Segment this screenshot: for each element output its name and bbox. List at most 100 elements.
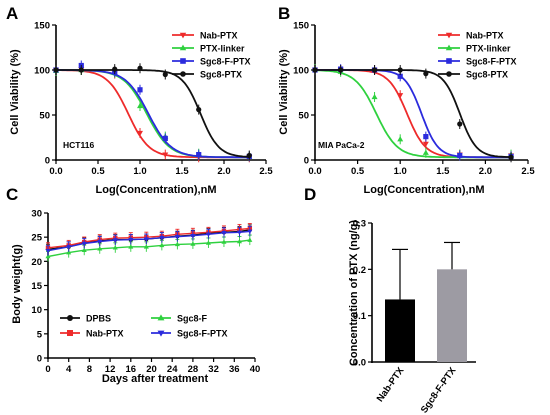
panel-d-y-tick-label: 0.2	[353, 265, 366, 276]
panel-c-point-sgc8-f	[236, 238, 243, 244]
panel-a-point-sgc8-f-ptx	[196, 152, 202, 158]
panel-c-point-sgc8-f	[128, 244, 134, 249]
panel-b-point-sgc8-ptx	[338, 67, 344, 73]
panel-b-x-tick-label: 2.0	[479, 166, 492, 177]
panel-a-point-sgc8-ptx	[53, 67, 59, 73]
panel-b-legend-marker-sgc8-f-ptx	[446, 58, 452, 64]
panel-a-legend-marker-nab-ptx	[179, 32, 187, 39]
panel-a-legend-marker-ptx-linker	[179, 44, 187, 51]
panel-b-point-sgc8-ptx	[397, 67, 403, 73]
panel-b-legend-marker-sgc8-ptx	[446, 71, 452, 77]
panel-b-x-tick-label: 1.0	[394, 166, 407, 177]
panel-c-point-sgc8-f-ptx	[112, 238, 118, 243]
panel-c-point-sgc8-f-ptx	[221, 231, 227, 236]
panel-a-point-sgc8-f-ptx	[162, 135, 168, 141]
panel-a-legend-label-sgc8-ptx: Sgc8-PTX	[200, 69, 242, 79]
panel-c-point-sgc8-f	[247, 237, 253, 242]
panel-c-point-sgc8-f	[81, 247, 87, 252]
panel-c-point-sgc8-f	[221, 239, 227, 244]
panel-b-point-sgc8-f-ptx	[457, 152, 463, 159]
panel-a-point-sgc8-ptx	[246, 152, 252, 159]
panel-c-point-sgc8-f	[97, 246, 103, 251]
panel-letter-b: B	[278, 4, 290, 23]
panel-a-y-tick-label: 100	[34, 66, 50, 77]
panel-c-y-tick-label: 5	[37, 329, 43, 340]
panel-c-y-tick-label: 15	[31, 281, 42, 292]
panel-a-point-sgc8-ptx	[162, 71, 168, 78]
panel-a-x-tick-label: 2.0	[217, 166, 230, 177]
panel-c-point-sgc8-f-ptx	[159, 235, 165, 241]
panel-c-point-sgc8-f	[190, 241, 196, 246]
panel-d-category-label-sgc8-f-ptx: Sgc8-F-PTX	[419, 365, 459, 415]
panel-c-x-tick-label: 0	[45, 364, 50, 375]
panel-c-x-tick-label: 24	[167, 364, 178, 375]
panel-letter-d: D	[304, 185, 316, 204]
panel-c-legend-label-dpbs: DPBS	[86, 314, 111, 324]
panel-c-y-tick-label: 25	[31, 233, 42, 244]
panel-c-x-tick-label: 12	[105, 364, 116, 375]
panel-c-plot: 0 4 8 12 16 20 24 28 32 36 40 0 5 10 15 20 25 30 DPBS Sgc8-…	[31, 209, 260, 376]
panel-b-x-tick-label: 0.5	[351, 166, 365, 177]
panel-a-legend-label-nab-ptx: Nab-PTX	[200, 30, 238, 40]
panel-c-x-tick-label: 28	[188, 364, 199, 375]
panel-b-y-tick-label: 150	[293, 21, 309, 32]
panel-b-legend-label-ptx-linker: PTX-linker	[466, 43, 511, 53]
panel-c-point-sgc8-f-ptx	[97, 239, 103, 245]
panel-c-point-sgc8-f	[205, 240, 211, 245]
panel-b-point-sgc8-f-ptx	[423, 134, 429, 140]
panel-c-point-sgc8-f-ptx	[81, 241, 87, 247]
panel-d-bar-sgc8-f-ptx	[437, 269, 467, 362]
panel-a-y-title: Cell Viability (%)	[9, 49, 21, 135]
panel-b-point-nab-ptx	[422, 141, 429, 147]
panel-a-fit-sgc8-ptx	[56, 69, 250, 158]
panel-a-y-tick-label: 50	[39, 111, 50, 122]
panel-a-x-tick-label: 0.0	[49, 166, 62, 177]
panel-a-plot: 0.0 0.5 1.0 1.5 2.0 2.5 0 50 100 150 Nab-PTX PTX-li…	[34, 21, 273, 178]
panel-b-point-ptx-linker	[422, 149, 429, 155]
panel-c-y-tick-label: 30	[31, 209, 42, 220]
panel-c-point-sgc8-f-ptx	[205, 232, 211, 237]
panel-b-point-sgc8-f-ptx	[397, 73, 403, 79]
panel-b-point-sgc8-ptx	[371, 67, 378, 73]
panel-a-x-tick-label: 1.5	[175, 166, 189, 177]
panel-a-x-tick-label: 1.0	[133, 166, 146, 177]
panel-letter-c: C	[6, 185, 18, 204]
panel-c-y-tick-label: 10	[31, 305, 42, 316]
panel-a-point-sgc8-ptx	[137, 65, 143, 71]
panel-c-point-sgc8-f-ptx	[190, 233, 196, 239]
panel-b-legend-marker-ptx-linker	[445, 44, 453, 51]
panel-c-point-sgc8-f	[159, 242, 165, 248]
panel-c-legend-label-sgc8-f: Sgc8-F	[177, 314, 208, 324]
panel-d-y-tick-label: 0.1	[353, 311, 367, 322]
panel-c-point-sgc8-f-ptx	[174, 234, 180, 240]
panel-a-point-nab-ptx	[137, 130, 143, 137]
panel-b-x-tick-label: 2.5	[521, 166, 535, 177]
panel-c-y-tick-label: 0	[37, 354, 42, 365]
panel-b-y-tick-label: 50	[298, 111, 309, 122]
panel-b-cell-line-label: MIA PaCa-2	[318, 140, 365, 150]
panel-a-legend-marker-sgc8-ptx	[180, 71, 186, 77]
panel-c-line-sgc8-f-ptx	[47, 230, 250, 252]
panel-a-cell-line-label: HCT116	[63, 140, 94, 150]
panel-a-legend-marker-sgc8-f-ptx	[180, 58, 186, 64]
panel-b-fit-sgc8-ptx	[315, 69, 511, 159]
panel-a-point-sgc8-ptx	[112, 66, 118, 72]
panel-a-legend-label-ptx-linker: PTX-linker	[200, 43, 245, 53]
panel-b-legend-label-sgc8-f-ptx: Sgc8-F-PTX	[466, 56, 517, 66]
panel-c-x-tick-label: 4	[66, 364, 72, 375]
panel-d-y-tick-label: 0.3	[353, 219, 366, 230]
panel-d-plot: 0.0 0.1 0.2 0.3 Nab-PTX Sgc8-F-PTX	[353, 219, 476, 415]
panel-c-x-tick-label: 8	[87, 364, 92, 375]
panel-d-y-tick-label: 0.0	[353, 358, 366, 369]
panel-b-y-tick-label: 100	[293, 66, 309, 77]
panel-c-point-sgc8-f	[45, 253, 51, 259]
panel-a-legend-label-sgc8-f-ptx: Sgc8-F-PTX	[200, 56, 251, 66]
panel-b-legend-label-nab-ptx: Nab-PTX	[466, 30, 504, 40]
panel-c-point-sgc8-f-ptx	[143, 237, 149, 242]
panel-a-x-tick-label: 0.5	[91, 166, 105, 177]
panel-b-point-sgc8-ptx	[312, 67, 318, 73]
panel-a-point-sgc8-ptx	[196, 107, 202, 113]
panel-b-y-title: Cell Viability (%)	[278, 49, 290, 135]
panel-b-plot: 0.0 0.5 1.0 1.5 2.0 2.5 0 50 100 150 Nab-PTX PTX-li…	[293, 21, 535, 178]
panel-c-legend-marker-sgc8-f	[157, 314, 165, 321]
